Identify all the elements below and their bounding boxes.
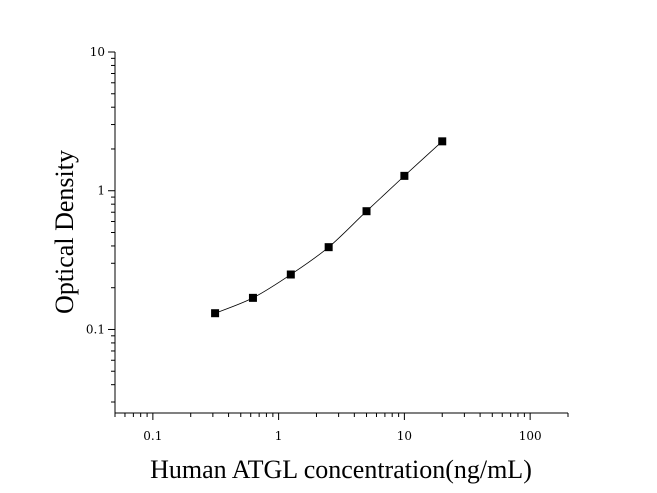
x-axis-title: Human ATGL concentration(ng/mL) (150, 455, 532, 484)
data-point (248, 293, 257, 302)
ticks (108, 51, 569, 420)
y-tick-label: 0.1 (86, 322, 105, 336)
data-point (438, 137, 447, 146)
data-point (211, 309, 220, 318)
fit-curve (214, 141, 443, 314)
x-tick-label: 1 (275, 429, 283, 443)
axes (114, 52, 568, 414)
data-points (211, 137, 447, 318)
y-tick-label: 1 (97, 184, 105, 198)
x-tick-label: 0.1 (143, 429, 162, 443)
data-point (400, 171, 409, 180)
x-tick-label: 100 (519, 429, 542, 443)
data-point (362, 207, 371, 216)
data-point (286, 270, 295, 279)
data-point (324, 243, 333, 252)
x-tick-label: 10 (397, 429, 412, 443)
y-tick-label: 10 (90, 45, 105, 59)
y-axis-title: Optical Density (50, 150, 79, 314)
tick-labels: 0.1 1 10 100 0.1 1 10 (86, 45, 542, 443)
